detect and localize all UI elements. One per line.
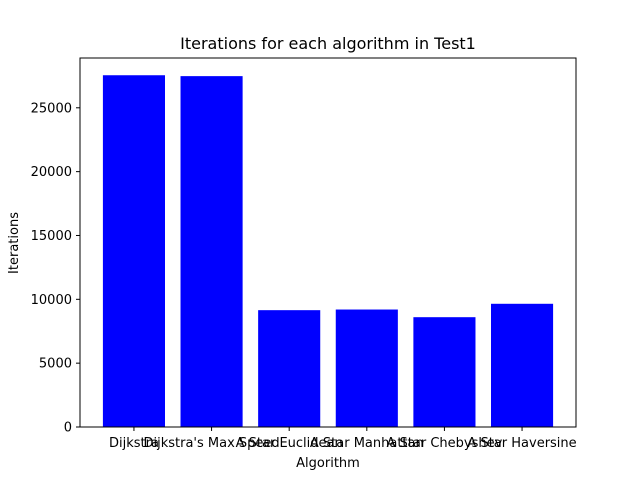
x-tick-label: Dijkstra [109, 436, 159, 451]
y-tick-label: 25000 [31, 101, 72, 116]
chart-title: Iterations for each algorithm in Test1 [180, 34, 476, 53]
bar-5 [413, 317, 476, 427]
y-axis-title: Iterations [7, 212, 22, 274]
x-tick-label: A Star Haversine [467, 436, 576, 451]
y-tick-label: 15000 [31, 229, 72, 244]
y-tick-label: 20000 [31, 165, 72, 180]
x-tick-label: A Star Manhattan [310, 436, 424, 451]
bar-1 [102, 75, 165, 428]
bar-4 [335, 309, 398, 427]
x-tick-label: A Star Chebyshev [387, 436, 503, 451]
bar-6 [491, 303, 554, 427]
y-tick-label: 10000 [31, 293, 72, 308]
plot-frame [79, 57, 577, 428]
x-tick-label: Dijkstra's Max Speed [143, 436, 279, 451]
y-tick-label: 5000 [39, 357, 72, 372]
y-axis-ticks: 0 5000 10000 15000 20000 25000 [31, 101, 80, 436]
bar-3 [258, 310, 321, 427]
y-tick-label: 0 [64, 421, 72, 436]
bars-group [102, 75, 554, 428]
bar-2 [180, 76, 243, 427]
x-tick-label: A Star Euclidean [236, 436, 343, 451]
x-axis-title: Algorithm [296, 456, 360, 471]
